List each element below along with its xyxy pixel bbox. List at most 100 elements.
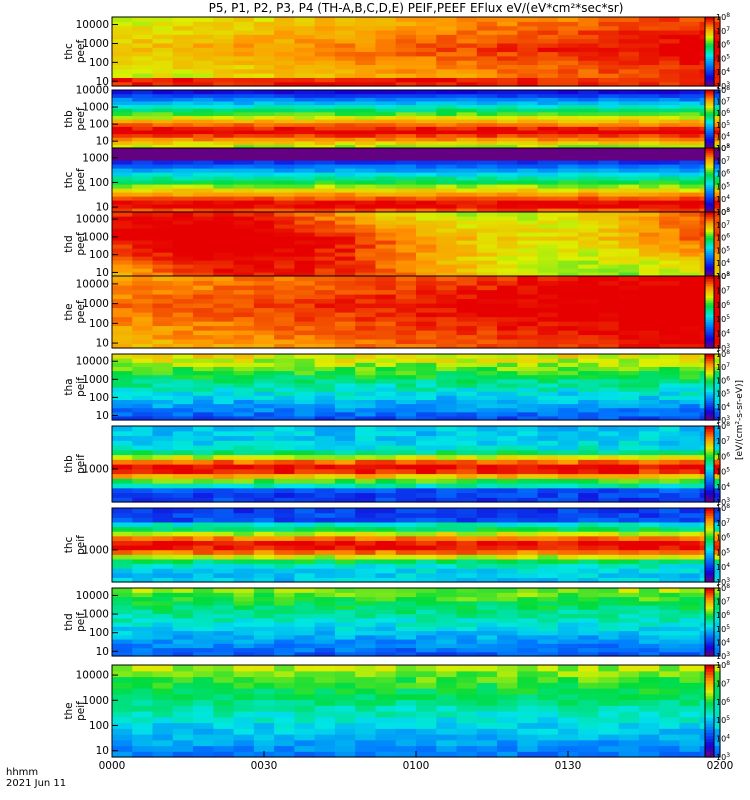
heatmap-cell bbox=[172, 184, 194, 189]
heatmap-cell bbox=[497, 512, 518, 518]
heatmap-cell bbox=[172, 600, 194, 606]
heatmap-cell bbox=[274, 459, 295, 465]
colorbar-swatch bbox=[705, 17, 714, 20]
heatmap-cell bbox=[679, 325, 701, 331]
heatmap-cell bbox=[152, 264, 174, 269]
heatmap-cell bbox=[172, 440, 194, 446]
colorbar-swatch bbox=[705, 340, 714, 344]
heatmap-cell bbox=[679, 108, 701, 113]
heatmap-cell bbox=[618, 435, 640, 441]
heatmap-cell bbox=[618, 148, 640, 153]
panel-frame bbox=[111, 16, 721, 87]
heatmap-cell bbox=[274, 554, 295, 560]
heatmap-cell bbox=[152, 133, 174, 138]
heatmap-cell bbox=[416, 144, 437, 149]
heatmap-cell bbox=[679, 497, 701, 503]
heatmap-cell bbox=[537, 478, 559, 484]
heatmap-cell bbox=[193, 382, 214, 388]
heatmap-cell bbox=[598, 558, 620, 565]
heatmap-cell bbox=[659, 464, 681, 470]
heatmap-cell bbox=[618, 316, 640, 322]
heatmap-cell bbox=[355, 21, 377, 27]
y-tick-label: 1000 bbox=[82, 609, 109, 621]
panel-label-probe: tha bbox=[63, 378, 75, 395]
heatmap-cell bbox=[638, 216, 660, 221]
heatmap-cell bbox=[193, 244, 214, 249]
heatmap-cell bbox=[395, 563, 417, 569]
heatmap-cell bbox=[578, 445, 599, 451]
heatmap-cell bbox=[517, 526, 539, 532]
heatmap-cell bbox=[355, 445, 377, 451]
heatmap-cell bbox=[213, 563, 235, 569]
heatmap-cell bbox=[436, 77, 458, 83]
heatmap-cell bbox=[213, 435, 235, 441]
heatmap-cell bbox=[659, 609, 681, 615]
heatmap-cell bbox=[618, 236, 640, 241]
heatmap-cell bbox=[172, 200, 194, 205]
heatmap-cell bbox=[112, 596, 133, 602]
heatmap-cell bbox=[497, 407, 518, 413]
heatmap-cell bbox=[497, 224, 518, 229]
heatmap-cell bbox=[172, 268, 194, 273]
colorbar-swatch bbox=[705, 37, 714, 41]
heatmap-cell bbox=[132, 558, 154, 565]
heatmap-cell bbox=[679, 605, 701, 610]
heatmap-cell bbox=[355, 312, 377, 318]
heatmap-cell bbox=[132, 395, 154, 400]
heatmap-cell bbox=[152, 605, 174, 610]
heatmap-cell bbox=[274, 64, 295, 70]
heatmap-cell bbox=[436, 264, 458, 269]
colorbar-swatch bbox=[705, 484, 714, 488]
heatmap-cell bbox=[314, 93, 336, 98]
heatmap-cell bbox=[497, 459, 518, 465]
heatmap-cell bbox=[436, 276, 458, 282]
heatmap-cell bbox=[355, 180, 377, 185]
heatmap-cell bbox=[395, 370, 417, 376]
heatmap-cell bbox=[375, 122, 397, 127]
heatmap-cell bbox=[476, 276, 498, 282]
heatmap-cell bbox=[537, 21, 559, 27]
colorbar-swatch bbox=[705, 186, 714, 190]
colorbar-swatch bbox=[705, 380, 714, 384]
heatmap-cell bbox=[314, 68, 336, 74]
heatmap-cell bbox=[659, 81, 681, 87]
heatmap-cell bbox=[233, 588, 255, 593]
colorbar-swatch bbox=[705, 297, 714, 301]
heatmap-cell bbox=[497, 104, 518, 109]
heatmap-cell bbox=[497, 651, 518, 657]
heatmap-cell bbox=[172, 97, 194, 102]
heatmap-cell bbox=[334, 382, 356, 388]
heatmap-cell bbox=[253, 445, 275, 451]
heatmap-cell bbox=[659, 459, 681, 465]
heatmap-cell bbox=[132, 180, 154, 185]
heatmap-cell bbox=[193, 115, 214, 120]
heatmap-cell bbox=[172, 140, 194, 145]
heatmap-cell bbox=[416, 38, 437, 44]
heatmap-cell bbox=[213, 172, 235, 177]
heatmap-cell bbox=[112, 647, 133, 653]
heatmap-cell bbox=[294, 81, 316, 87]
heatmap-cell bbox=[314, 272, 336, 277]
heatmap-cell bbox=[355, 492, 377, 498]
heatmap-cell bbox=[112, 97, 133, 102]
heatmap-cell bbox=[213, 55, 235, 61]
heatmap-cell bbox=[375, 382, 397, 388]
heatmap-cell bbox=[659, 164, 681, 169]
heatmap-cell bbox=[659, 47, 681, 53]
heatmap-cell bbox=[598, 272, 620, 277]
heatmap-cell bbox=[598, 77, 620, 83]
heatmap-cell bbox=[355, 176, 377, 181]
heatmap-cell bbox=[375, 517, 397, 523]
heatmap-cell bbox=[679, 51, 701, 57]
heatmap-cell bbox=[294, 535, 316, 541]
heatmap-cell bbox=[152, 382, 174, 388]
heatmap-cell bbox=[659, 212, 681, 217]
heatmap-cell bbox=[517, 126, 539, 131]
heatmap-cell bbox=[112, 517, 133, 523]
heatmap-cell bbox=[638, 17, 660, 22]
heatmap-cell bbox=[172, 188, 194, 193]
heatmap-cell bbox=[497, 403, 518, 409]
heatmap-cell bbox=[314, 577, 336, 583]
heatmap-cell bbox=[497, 435, 518, 441]
heatmap-cell bbox=[497, 647, 518, 653]
